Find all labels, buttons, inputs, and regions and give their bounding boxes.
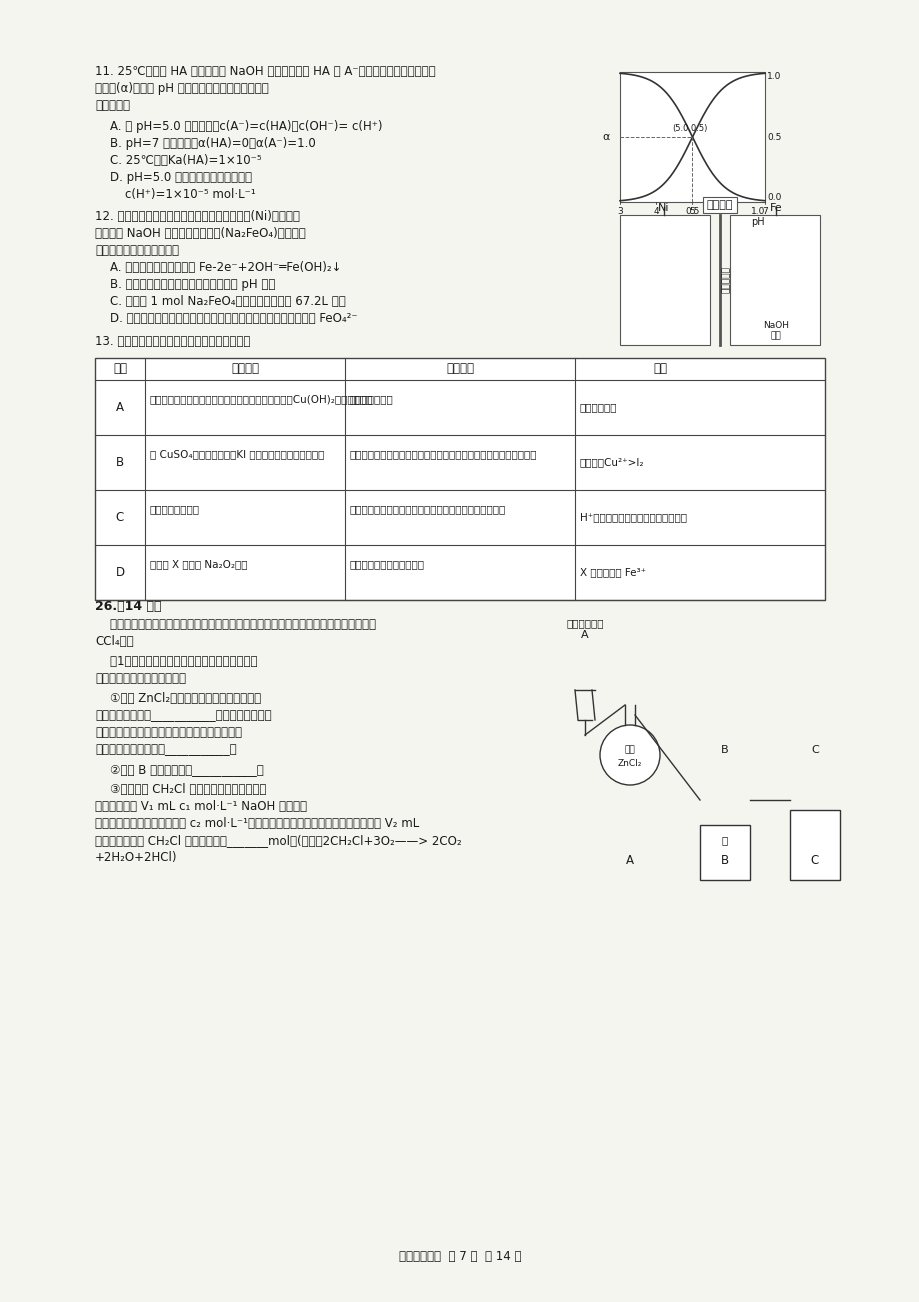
Text: 1.0: 1.0 (750, 207, 765, 216)
Text: 实验现象: 实验现象 (446, 362, 473, 375)
Text: 产物用过量的 V₁ mL c₁ mol·L⁻¹ NaOH 溶液充分: 产物用过量的 V₁ mL c₁ mol·L⁻¹ NaOH 溶液充分 (95, 799, 307, 812)
Text: Fe: Fe (769, 203, 781, 214)
Text: 一氯甲烷是一种重要的化工原料，常温下它是无色有毒气体，微溶于水，易溶于乙醇、: 一氯甲烷是一种重要的化工原料，常温下它是无色有毒气体，微溶于水，易溶于乙醇、 (95, 618, 376, 631)
Text: C: C (116, 510, 124, 523)
Text: A: A (625, 854, 633, 867)
Text: 5: 5 (689, 207, 695, 216)
Text: ZnCl₂: ZnCl₂ (618, 759, 641, 767)
Text: 11. 25℃时，往 HA 溶液中滴加 NaOH 溶液，溶液中 HA 和 A⁻二者中各自所占的物质的: 11. 25℃时，往 HA 溶液中滴加 NaOH 溶液，溶液中 HA 和 A⁻二… (95, 65, 436, 78)
Text: H⁺的浓度是影响反应速率的唯一因素: H⁺的浓度是影响反应速率的唯一因素 (579, 513, 686, 522)
Text: 6: 6 (725, 207, 731, 216)
Text: CCl₄等。: CCl₄等。 (95, 635, 133, 648)
Text: 水: 水 (721, 835, 727, 845)
Text: 结论: 结论 (652, 362, 666, 375)
Text: 法正确的是: 法正确的是 (95, 99, 130, 112)
Text: B: B (720, 854, 728, 867)
Bar (729, 215, 819, 345)
Bar (95, 358, 824, 600)
Text: A: A (116, 401, 124, 414)
Text: c(H⁺)=1×10⁻⁵ mol·L⁻¹: c(H⁺)=1×10⁻⁵ mol·L⁻¹ (110, 187, 255, 201)
Text: A. 在 pH=5.0 的溶液中，c(A⁻)=c(HA)，c(OH⁻)= c(H⁺): A. 在 pH=5.0 的溶液中，c(A⁻)=c(HA)，c(OH⁻)= c(H… (110, 120, 382, 133)
Text: 氧化性：Cu²⁺>I₂: 氧化性：Cu²⁺>I₂ (579, 457, 644, 467)
Text: B: B (720, 745, 728, 755)
Text: α: α (602, 132, 609, 142)
Bar (699, 825, 749, 880)
Text: 吸收，以甲基橙作指示剂，用 c₂ mol·L⁻¹盐酸标准液对吸收液进行返滴定，最终消耗 V₂ mL: 吸收，以甲基橙作指示剂，用 c₂ mol·L⁻¹盐酸标准液对吸收液进行返滴定，最… (95, 816, 419, 829)
Text: (5.0,0.5): (5.0,0.5) (671, 124, 707, 133)
Text: ③收集到的 CH₂Cl 气体在氧气中充分燃烧，: ③收集到的 CH₂Cl 气体在氧气中充分燃烧， (95, 783, 267, 796)
Text: 淀粉溶液加稀硫酸、水浴加热一段时间后，加新制的Cu(OH)₂悬浊液，加热: 淀粉溶液加稀硫酸、水浴加热一段时间后，加新制的Cu(OH)₂悬浊液，加热 (150, 395, 373, 405)
Text: 溶液中蓝色逐渐消失，并有白色沉淀生成，加淀粉后溶液变为深蓝色: 溶液中蓝色逐渐消失，并有白色沉淀生成，加淀粉后溶液变为深蓝色 (349, 449, 537, 460)
Text: A. 铁是阳极，电极反应为 Fe-2e⁻+2OH⁻═Fe(OH)₂↓: A. 铁是阳极，电极反应为 Fe-2e⁻+2OH⁻═Fe(OH)₂↓ (110, 260, 341, 273)
Text: 0.5: 0.5 (685, 207, 699, 216)
Text: （1）某小组同学在实验室用如图所示装置模拟: （1）某小组同学在实验室用如图所示装置模拟 (95, 655, 257, 668)
Text: 0.5: 0.5 (766, 133, 780, 142)
Text: 理科综合试题  第 7 页  共 14 页: 理科综合试题 第 7 页 共 14 页 (398, 1250, 521, 1263)
Text: 甲醇和浓盐酸: 甲醇和浓盐酸 (565, 618, 603, 628)
Text: 向 CuSO₄溶液中加入少量KI 溶液，然后再滴入淀粉溶液: 向 CuSO₄溶液中加入少量KI 溶液，然后再滴入淀粉溶液 (150, 449, 324, 460)
Text: NaOH
溶液: NaOH 溶液 (762, 320, 789, 340)
Text: B. pH=7 的溶液中，α(HA)=0，α(A⁻)=1.0: B. pH=7 的溶液中，α(HA)=0，α(A⁻)=1.0 (110, 137, 315, 150)
Text: D: D (115, 566, 124, 579)
Text: 实验操作: 实验操作 (231, 362, 259, 375)
Text: 离子交换膜: 离子交换膜 (721, 267, 731, 293)
Text: C: C (811, 745, 818, 755)
Text: 应的化学方程式为___________，如果实验时圆底: 应的化学方程式为___________，如果实验时圆底 (95, 710, 271, 723)
Text: 两溶液 X 中加入 Na₂O₂粉末: 两溶液 X 中加入 Na₂O₂粉末 (150, 560, 247, 569)
Text: C. 每制得 1 mol Na₂FeO₄，理论上可以产生 67.2L 气体: C. 每制得 1 mol Na₂FeO₄，理论上可以产生 67.2L 气体 (110, 296, 346, 309)
Text: X 中一定含有 Fe³⁺: X 中一定含有 Fe³⁺ (579, 568, 645, 578)
Text: 出现红褐色沉淀和无色气体: 出现红褐色沉淀和无色气体 (349, 560, 425, 569)
Text: 26.（14 分）: 26.（14 分） (95, 600, 162, 613)
Text: D. 若离子交换膜为阴离子交换膜，则电解结束后左侧溶液中含有 FeO₄²⁻: D. 若离子交换膜为阴离子交换膜，则电解结束后左侧溶液中含有 FeO₄²⁻ (110, 312, 357, 326)
Text: 极电解浓 NaOH 溶液制备高铁酸钠(Na₂FeO₄)的装置如: 极电解浓 NaOH 溶液制备高铁酸钠(Na₂FeO₄)的装置如 (95, 227, 305, 240)
Text: 12. 高铁酸盐在能源环保领域有广泛用途，用镍(Ni)、铁作电: 12. 高铁酸盐在能源环保领域有广泛用途，用镍(Ni)、铁作电 (95, 210, 300, 223)
Text: 无水: 无水 (624, 746, 635, 754)
Text: 催化法制备和收集一氯甲烷。: 催化法制备和收集一氯甲烷。 (95, 672, 186, 685)
Text: 质，该物质的化学式是___________。: 质，该物质的化学式是___________。 (95, 743, 236, 756)
Text: 13. 根据下列实验操作和现象得出结论正确的是: 13. 根据下列实验操作和现象得出结论正确的是 (95, 335, 250, 348)
Text: 无红色沉淀生成: 无红色沉淀生成 (349, 395, 393, 405)
Text: 淀粉不能水解: 淀粉不能水解 (579, 402, 617, 413)
Text: 量分数(α)随溶液 pH 变化的关系如图所示。下列说: 量分数(α)随溶液 pH 变化的关系如图所示。下列说 (95, 82, 268, 95)
Text: C: C (810, 854, 818, 867)
Circle shape (599, 725, 659, 785)
Bar (619, 215, 709, 345)
Text: 1.0: 1.0 (766, 72, 780, 81)
Text: 将铝片放入盐酸中: 将铝片放入盐酸中 (150, 504, 199, 514)
Text: D. pH=5.0 时，溶液中水电离产生的: D. pH=5.0 时，溶液中水电离产生的 (110, 171, 252, 184)
Text: B: B (116, 456, 124, 469)
Text: 盐酸。则所收集 CH₂Cl 的物质的量为_______mol。(已知：2CH₂Cl+3O₂——> 2CO₂: 盐酸。则所收集 CH₂Cl 的物质的量为_______mol。(已知：2CH₂C… (95, 835, 461, 848)
Text: +2H₂O+2HCl): +2H₂O+2HCl) (95, 852, 177, 865)
Text: 烧瓶加热时间过长，最终在瓶底得到一种白色物: 烧瓶加热时间过长，最终在瓶底得到一种白色物 (95, 727, 242, 740)
Text: C. 25℃时，Ka(HA)=1×10⁻⁵: C. 25℃时，Ka(HA)=1×10⁻⁵ (110, 154, 261, 167)
Bar (789, 810, 839, 880)
Bar (619, 72, 765, 202)
Text: pH: pH (751, 217, 765, 227)
Text: ①无水 ZnCl₂为催化剂，圆底烧瓶中发生反: ①无水 ZnCl₂为催化剂，圆底烧瓶中发生反 (95, 691, 261, 704)
Text: ②装置 B 的主要作用是___________。: ②装置 B 的主要作用是___________。 (95, 763, 264, 776)
Text: 图所示。下列说法正确的是: 图所示。下列说法正确的是 (95, 243, 179, 256)
Text: 选项: 选项 (113, 362, 127, 375)
Text: A: A (581, 630, 588, 641)
Text: 产生气泡的速率开始时较慢，随后加快，后来又逐渐减慢: 产生气泡的速率开始时较慢，随后加快，后来又逐渐减慢 (349, 504, 505, 514)
Text: 4: 4 (652, 207, 658, 216)
Text: 0.0: 0.0 (766, 193, 780, 202)
Text: B. 电解一段时间后，镍电极附近溶液的 pH 减小: B. 电解一段时间后，镍电极附近溶液的 pH 减小 (110, 279, 275, 292)
Text: 3: 3 (617, 207, 622, 216)
Text: 直流电源: 直流电源 (706, 201, 732, 210)
Text: Ni: Ni (657, 203, 669, 214)
Text: 7: 7 (761, 207, 767, 216)
